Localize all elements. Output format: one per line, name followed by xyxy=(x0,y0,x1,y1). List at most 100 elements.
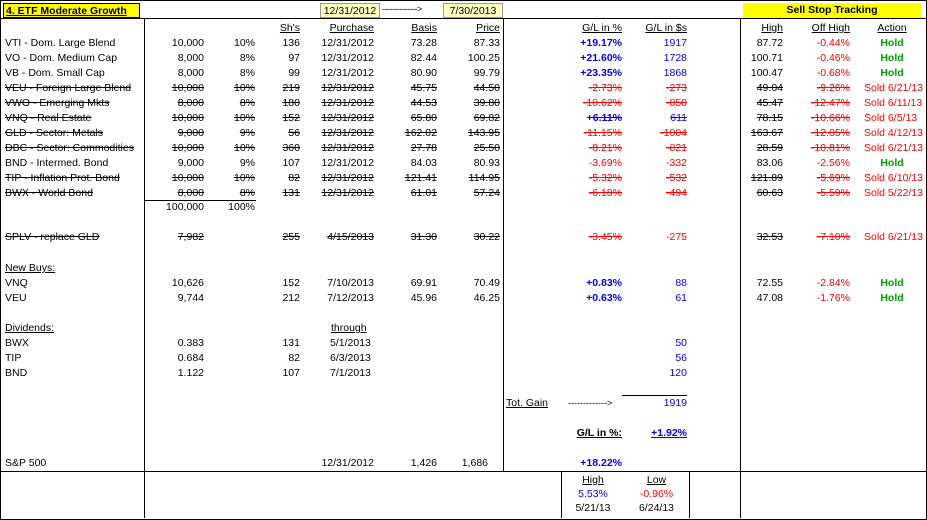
holding-row: VTI - Dom. Large Blend 10,000 10% 136 12/31/… xyxy=(0,36,927,51)
holding-shares: 180 xyxy=(282,97,300,109)
holding-gl-dollars: -850 xyxy=(665,97,687,109)
holding-high: 100.71 xyxy=(750,52,783,64)
dividend-gl-dollars: 120 xyxy=(669,367,687,379)
hilo-dates: 5/21/13 6/24/13 xyxy=(0,501,927,516)
holding-gl-pct: -11.15% xyxy=(583,127,622,139)
header-gl-dollars: G/L in $s xyxy=(645,22,687,34)
dividend-amount: 1.122 xyxy=(177,367,204,379)
holding-price: 57.24 xyxy=(473,187,500,199)
new-buy-action: Hold xyxy=(880,292,904,304)
holding-purchase: 12/31/2012 xyxy=(321,112,374,124)
sell-stop-title: Sell Stop Tracking xyxy=(743,3,921,18)
dividend-row: BND 1.122 107 7/1/2013 120 xyxy=(0,366,927,381)
holding-action: Sold 5/22/13 xyxy=(864,187,923,199)
holding-gl-dollars: -494 xyxy=(665,187,687,199)
holding-purchase: 12/31/2012 xyxy=(321,82,374,94)
holding-action: Sold 6/11/13 xyxy=(864,97,923,109)
new-buy-name: VEU xyxy=(5,292,27,304)
holding-high: 100.47 xyxy=(750,67,783,79)
holding-shares: 131 xyxy=(282,187,300,199)
holding-action: Hold xyxy=(880,157,904,169)
splv-price: 30.22 xyxy=(473,231,500,243)
holding-amount: 9,000 xyxy=(177,127,204,139)
holding-pct: 10% xyxy=(233,142,255,154)
holding-name: VWO - Emerging Mkts xyxy=(5,97,110,109)
holding-gl-pct: +19.17% xyxy=(580,37,622,49)
holding-pct: 10% xyxy=(233,172,255,184)
grid-line xyxy=(0,471,927,472)
new-buy-row: VNQ 10,626 152 7/10/2013 69.91 70.49 +0.83% 88 7… xyxy=(0,276,927,291)
holding-pct: 8% xyxy=(239,67,255,79)
holding-row: BND - Intermed. Bond 9,000 9% 107 12/31/2012… xyxy=(0,156,927,171)
holding-pct: 10% xyxy=(233,82,255,94)
gl-pct-row: G/L in %: +1.92% xyxy=(0,426,927,441)
holding-basis: 80.90 xyxy=(410,67,437,79)
dividend-shares: 82 xyxy=(288,352,300,364)
new-buy-basis: 45.96 xyxy=(410,292,437,304)
holding-price: 80.93 xyxy=(473,157,500,169)
holding-name: BND - Intermed. Bond xyxy=(5,157,109,169)
holding-gl-pct: -3.69% xyxy=(588,157,622,169)
header-action: Action xyxy=(877,22,907,34)
holding-price: 100.25 xyxy=(467,52,500,64)
holding-pct: 9% xyxy=(239,157,255,169)
holding-shares: 99 xyxy=(288,67,300,79)
tot-gain-label: Tot. Gain xyxy=(506,397,549,409)
holding-row: VB - Dom. Small Cap 8,000 8% 99 12/31/2012 80… xyxy=(0,66,927,81)
holding-purchase: 12/31/2012 xyxy=(321,142,374,154)
grid-line xyxy=(503,18,504,471)
holding-name: TIP - Inflation Prot. Bond xyxy=(5,172,120,184)
holding-gl-dollars: -1004 xyxy=(660,127,687,139)
holding-amount: 10,000 xyxy=(171,37,204,49)
hilo-low-pct: -0.96% xyxy=(639,488,674,500)
new-buy-amount: 9,744 xyxy=(177,292,204,304)
grid-line xyxy=(740,18,741,518)
splv-high: 32.53 xyxy=(756,231,783,243)
holding-gl-dollars: 1917 xyxy=(663,37,687,49)
holding-pct: 10% xyxy=(233,37,255,49)
new-buy-purchase: 7/12/2013 xyxy=(327,292,374,304)
splv-shares: 255 xyxy=(282,231,300,243)
holding-amount: 10,000 xyxy=(171,112,204,124)
hilo-low-date: 6/24/13 xyxy=(638,502,675,514)
holding-basis: 61.01 xyxy=(410,187,437,199)
holding-basis: 82.44 xyxy=(410,52,437,64)
totals-row: 100,000 100% xyxy=(0,200,927,215)
splv-off-high: -7.10% xyxy=(816,231,850,243)
holding-amount: 8,000 xyxy=(177,187,204,199)
new-buy-off-high: -2.84% xyxy=(816,277,850,289)
new-buy-row: VEU 9,744 212 7/12/2013 45.96 46.25 +0.63% 61 47… xyxy=(0,291,927,306)
holding-purchase: 12/31/2012 xyxy=(321,127,374,139)
holding-off-high: -12.47% xyxy=(810,97,850,109)
header-price: Price xyxy=(476,22,500,34)
holding-high: 83.06 xyxy=(756,157,783,169)
holding-shares: 82 xyxy=(288,172,300,184)
holding-action: Hold xyxy=(880,67,904,79)
holding-gl-dollars: -821 xyxy=(665,142,687,154)
holding-purchase: 12/31/2012 xyxy=(321,37,374,49)
holding-gl-dollars: 1728 xyxy=(663,52,687,64)
holding-basis: 84.03 xyxy=(410,157,437,169)
holding-off-high: -9.26% xyxy=(816,82,850,94)
holding-basis: 44.53 xyxy=(410,97,437,109)
grid-line xyxy=(689,471,690,518)
new-buy-high: 72.55 xyxy=(756,277,783,289)
holding-price: 25.50 xyxy=(473,142,500,154)
holding-purchase: 12/31/2012 xyxy=(321,67,374,79)
dividend-name: TIP xyxy=(5,352,22,364)
holding-gl-pct: +21.60% xyxy=(580,52,622,64)
holding-row: VO - Dom. Medium Cap 8,000 8% 97 12/31/2012 8… xyxy=(0,51,927,66)
holding-off-high: -10.81% xyxy=(810,142,850,154)
end-date: 7/30/2013 xyxy=(443,3,503,18)
holding-action: Hold xyxy=(880,37,904,49)
holding-amount: 9,000 xyxy=(177,157,204,169)
holding-off-high: -0.44% xyxy=(816,37,850,49)
splv-purchase: 4/15/2013 xyxy=(327,231,374,243)
dividend-amount: 0.684 xyxy=(177,352,204,364)
new-buys-header: New Buys: xyxy=(0,261,927,276)
holding-row: GLD - Sector: Metals 9,000 9% 56 12/31/2012 1… xyxy=(0,126,927,141)
holding-shares: 360 xyxy=(282,142,300,154)
grid-line xyxy=(0,18,927,19)
header-high: High xyxy=(761,22,783,34)
holding-price: 99.79 xyxy=(473,67,500,79)
